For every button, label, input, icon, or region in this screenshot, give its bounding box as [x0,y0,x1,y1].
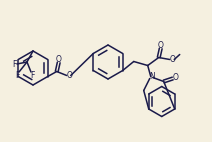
Text: F: F [12,59,16,68]
Text: O: O [169,55,175,64]
Text: F: F [15,70,19,80]
Text: O: O [158,40,164,50]
Text: O: O [173,73,179,82]
Text: O: O [56,55,62,63]
Text: F: F [30,70,35,80]
Text: O: O [66,71,72,80]
Text: N: N [149,72,155,81]
